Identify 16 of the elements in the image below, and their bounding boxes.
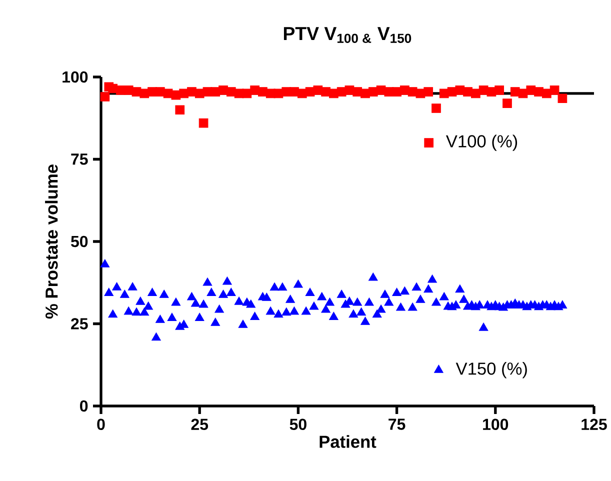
x-tick-label: 25	[191, 418, 208, 430]
y-tick-label: 25	[71, 318, 88, 330]
legend-label: V150 (%)	[456, 362, 527, 378]
legend-label: V100 (%)	[446, 134, 518, 151]
x-axis-title: Patient	[320, 435, 376, 448]
y-axis-title: % Prostate volume	[45, 164, 58, 319]
x-tick-label: 125	[582, 418, 607, 430]
y-tick-label: 0	[80, 400, 88, 412]
x-tick-label: 100	[483, 418, 508, 430]
x-tick-label: 0	[97, 418, 105, 430]
chart-title: PTV V$_{100 &}$ V$_{150}$	[284, 27, 412, 43]
y-tick-label: 100	[62, 71, 88, 83]
x-tick-label: 50	[290, 418, 306, 430]
y-tick-label: 50	[71, 236, 88, 248]
y-tick-label: 75	[71, 154, 88, 165]
x-tick-label: 75	[388, 418, 406, 430]
